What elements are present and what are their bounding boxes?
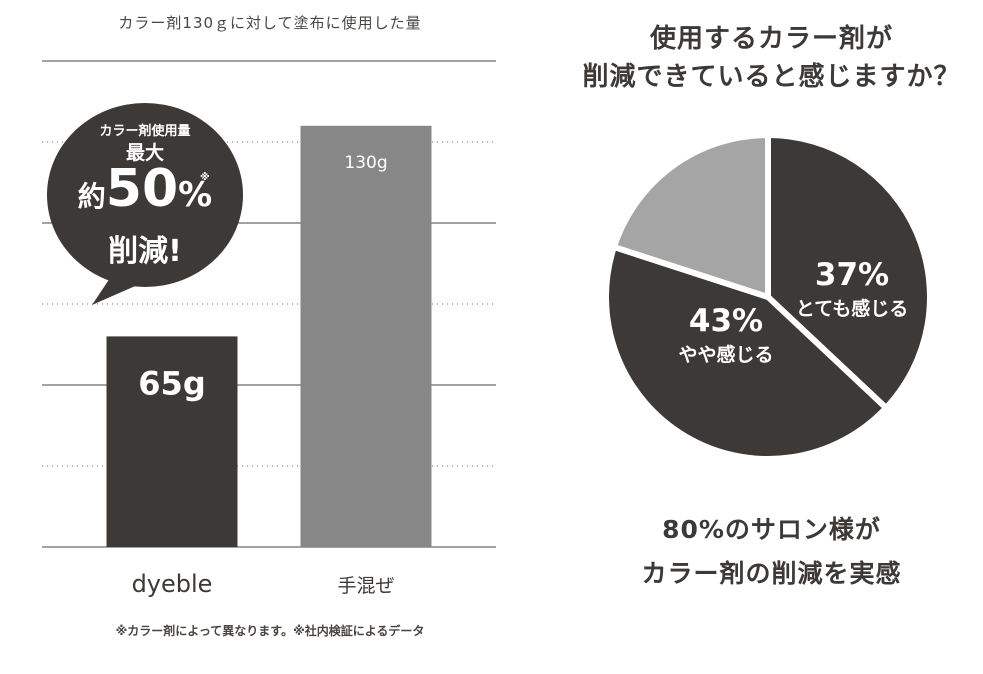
pie-slice-1 xyxy=(765,131,933,413)
bar-chart-svg: 65g dyeble 130g 手混ぜ xyxy=(42,60,496,598)
pie-title-line1: 使用するカラー剤が xyxy=(649,24,893,54)
callout-line1: カラー剤使用量 xyxy=(99,124,191,139)
callout-line4: 削減! xyxy=(108,234,182,269)
callout-bubble xyxy=(47,103,243,305)
callout-prefix: 約 xyxy=(77,180,106,213)
pie-category-label: とても感じる xyxy=(796,297,908,320)
callout-main: 約50% xyxy=(60,160,230,218)
bar-2 xyxy=(300,125,432,548)
callout-line2: 最大 xyxy=(125,142,164,164)
callout-asterisk: ※ xyxy=(200,172,210,183)
bar-chart-panel: カラー剤130ｇに対して塗布に使用した量 65g dyeble 130g 手混ぜ カラ… xyxy=(42,14,496,638)
footnote: ※カラー剤によって異なります。※社内検証によるデータ xyxy=(115,624,425,638)
bar-1 xyxy=(106,336,238,547)
pie-slice-2 xyxy=(603,243,891,462)
pie-value-label: 43% xyxy=(689,303,763,339)
pie-slice-3 xyxy=(610,131,771,302)
pie-title-line2: 削減できていると感じますか？ xyxy=(582,62,961,92)
pie-chart-svg: 37% とても感じる 43% やや感じる xyxy=(603,131,933,462)
pie-chart-title: 使用するカラー剤が 削減できていると感じますか？ xyxy=(560,20,983,96)
category-label: 手混ぜ xyxy=(337,575,394,597)
callout-percent: % xyxy=(178,175,213,215)
bar-value-label: 65g xyxy=(138,364,205,402)
pie-value-label: 37% xyxy=(815,257,889,293)
pie-chart-panel: 使用するカラー剤が 削減できていると感じますか？ 37% とても感じる 43% やや感… xyxy=(560,0,983,674)
category-label: dyeble xyxy=(132,570,213,598)
summary-line2: カラー剤の削減を実感 xyxy=(641,559,902,588)
bar-value-label: 130g xyxy=(344,153,387,173)
pie-category-label: やや感じる xyxy=(678,343,773,366)
bar-chart-title: カラー剤130ｇに対して塗布に使用した量 xyxy=(118,14,422,32)
summary-line1: 80%のサロン様が xyxy=(662,515,881,544)
summary-text: 80%のサロン様が カラー剤の削減を実感 xyxy=(560,508,983,596)
callout-number: 50 xyxy=(105,159,179,219)
